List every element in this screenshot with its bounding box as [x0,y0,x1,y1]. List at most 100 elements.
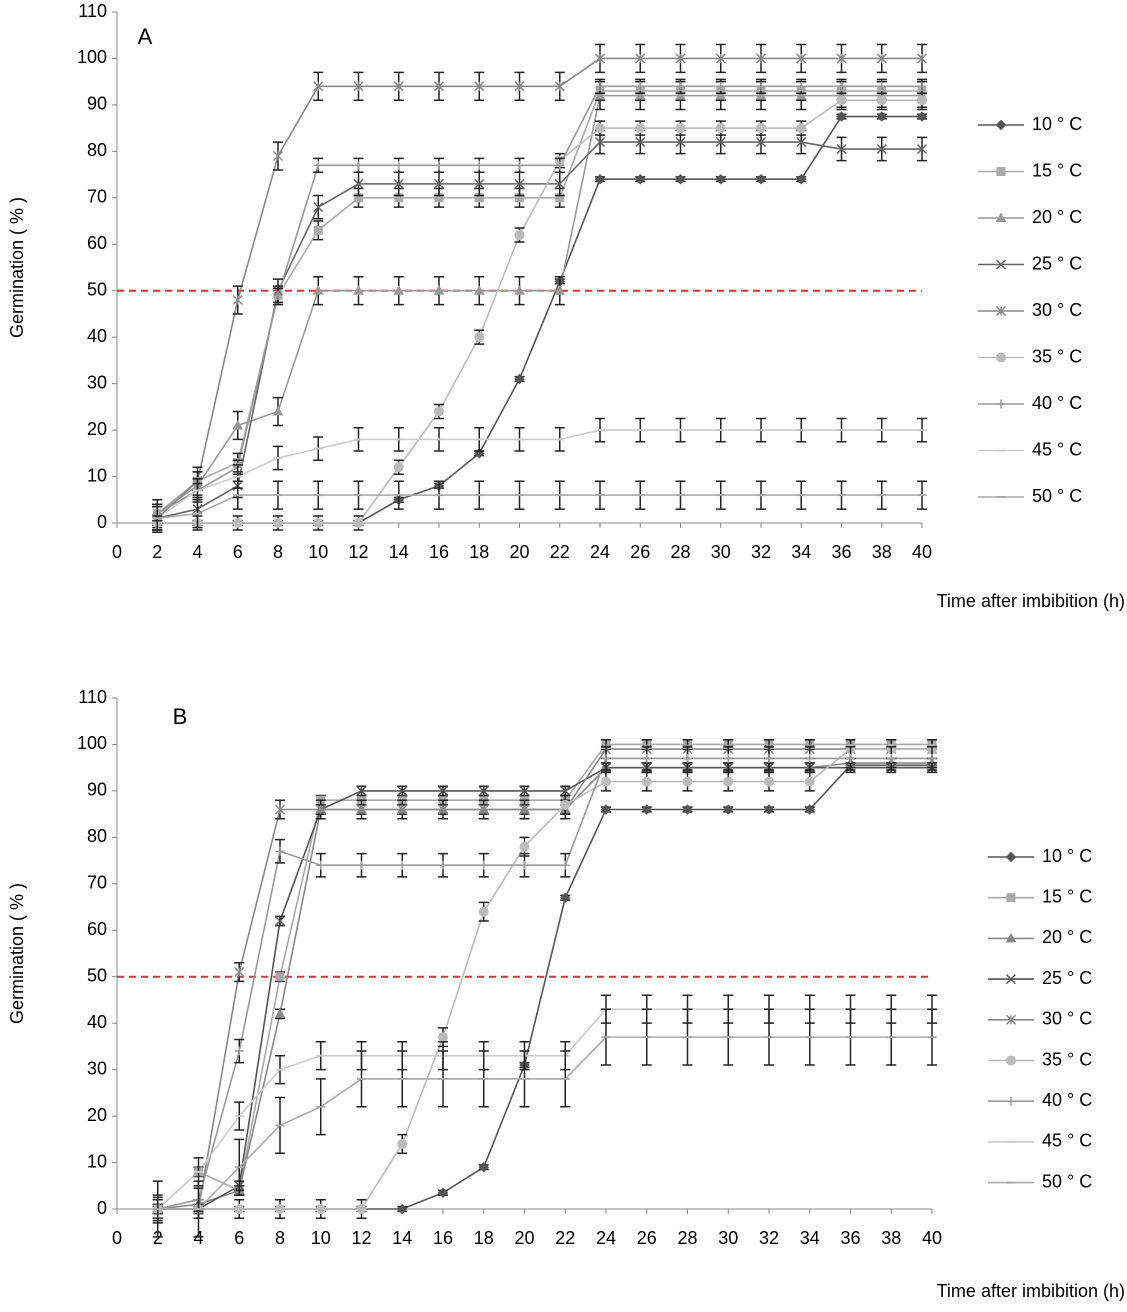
point-marker [927,753,937,763]
series-line [156,90,922,515]
point-marker [560,785,571,796]
point-marker [594,174,606,185]
y-tick-label: 110 [78,687,107,707]
legend-label: 40 ° C [1032,393,1082,413]
point-marker [479,860,489,870]
point-marker [642,753,652,763]
point-marker [600,804,612,815]
y-tick-label: 90 [87,94,107,114]
point-marker [601,776,611,787]
point-marker [315,804,326,815]
legend-label: 50 ° C [1032,486,1082,506]
series-line [157,1036,932,1210]
series-line [157,748,932,1210]
point-marker [554,178,565,189]
x-tick-label: 16 [429,542,449,562]
y-tick-label: 80 [87,826,107,846]
x-tick-label: 0 [112,1228,122,1248]
point-marker [393,285,405,295]
point-marker [876,53,887,64]
y-tick-label: 100 [77,47,107,67]
x-tick-label: 0 [112,542,122,562]
point-marker [560,892,571,903]
point-marker [275,972,285,982]
point-marker [675,53,686,64]
point-marker [876,111,887,122]
point-marker [474,81,485,92]
point-marker [594,90,606,100]
point-marker [275,846,285,856]
point-marker [394,160,404,170]
point-marker [1005,1014,1017,1025]
point-marker [397,804,408,815]
point-marker [353,285,364,295]
point-marker [515,160,524,170]
x-tick-label: 26 [630,542,650,562]
point-marker [434,406,444,417]
point-marker [723,804,734,815]
x-tick-label: 14 [389,542,409,562]
legend-label: 10 ° C [1042,846,1092,866]
point-marker [313,160,323,170]
point-marker [397,1138,408,1149]
panel-label: A [138,24,153,49]
point-marker [356,785,367,796]
point-marker [836,144,847,155]
point-marker [354,160,363,170]
x-tick-label: 34 [791,542,811,562]
point-marker [995,305,1007,317]
y-tick-label: 10 [87,1151,107,1171]
point-marker [1006,1096,1016,1106]
x-tick-label: 40 [922,1228,942,1248]
x-tick-label: 32 [751,542,771,562]
legend-label: 45 ° C [1042,1131,1092,1151]
x-tick-label: 28 [670,542,690,562]
legend-label: 25 ° C [1032,253,1082,273]
x-tick-label: 38 [872,542,892,562]
point-marker [313,202,324,213]
point-marker [393,178,404,189]
y-tick-label: 60 [87,919,107,939]
point-marker [917,95,927,106]
point-marker [796,53,807,64]
point-marker [478,906,489,917]
x-tick-label: 30 [718,1228,738,1248]
y-tick-label: 20 [87,1105,107,1125]
x-tick-label: 32 [759,1228,779,1248]
point-marker [995,212,1007,222]
point-marker [641,804,652,815]
point-marker [996,167,1006,176]
panel-label: B [173,704,188,729]
series-line [156,57,922,519]
x-tick-label: 10 [311,1228,331,1248]
point-marker [675,90,686,100]
point-marker [520,860,529,870]
point-marker [313,225,323,235]
y-tick-label: 50 [87,965,107,985]
point-marker [796,81,806,91]
point-marker [755,137,767,148]
point-marker [232,294,243,306]
point-marker [397,860,407,870]
legend-label: 15 ° C [1042,886,1092,906]
x-tick-label: 20 [514,1228,534,1248]
x-tick-label: 30 [711,542,731,562]
point-marker [514,285,525,295]
legend-label: 25 ° C [1042,968,1092,988]
point-marker [474,178,485,189]
point-marker [554,285,566,295]
point-marker [723,753,733,763]
legend-label: 15 ° C [1032,160,1082,180]
point-marker [353,81,364,92]
point-marker [682,804,693,815]
y-tick-label: 10 [87,465,107,485]
x-tick-label: 8 [275,1228,285,1248]
point-marker [916,53,928,64]
point-marker [595,123,605,134]
point-marker [836,53,847,64]
point-marker [514,81,525,92]
point-marker [234,1204,245,1214]
x-tick-label: 10 [308,542,328,562]
legend-label: 20 ° C [1032,207,1082,227]
